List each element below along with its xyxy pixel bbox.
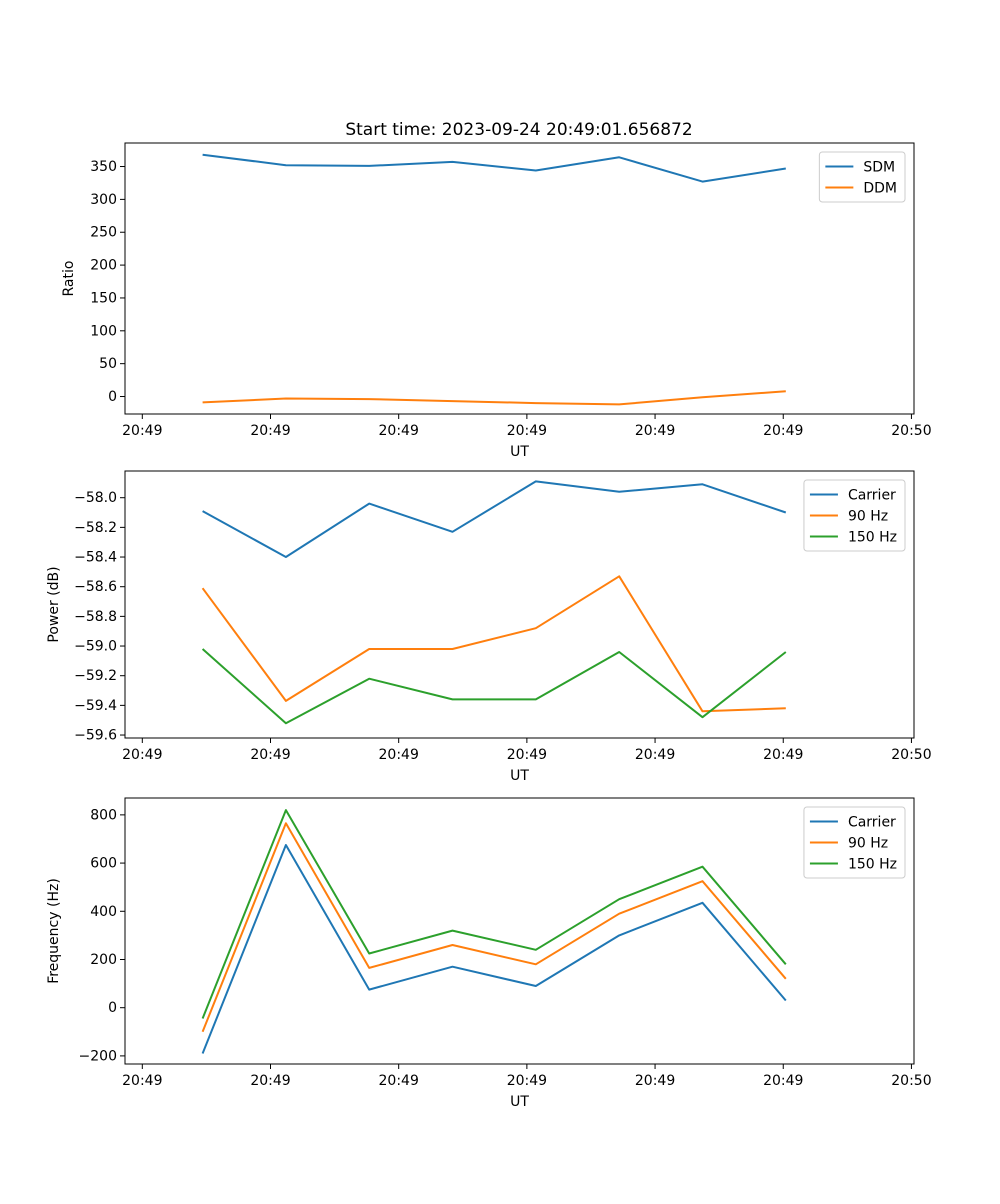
y-tick-label: −59.0 xyxy=(74,639,117,655)
y-tick-label: 100 xyxy=(90,323,117,339)
y-tick-label: −58.8 xyxy=(74,609,117,625)
y-tick-label: 200 xyxy=(90,258,117,274)
y-tick-label: −58.2 xyxy=(74,520,117,536)
y-tick-label: 0 xyxy=(108,1000,117,1016)
x-tick-label: 20:49 xyxy=(635,423,675,439)
y-tick-label: 600 xyxy=(90,856,117,872)
axes-spines xyxy=(124,797,915,1065)
legend-label: DDM xyxy=(863,180,897,196)
x-tick-label: 20:49 xyxy=(122,423,162,439)
y-tick-label: −58.0 xyxy=(74,490,117,506)
y-tick-label: −58.4 xyxy=(74,550,117,566)
series-line-150-hz xyxy=(201,648,787,725)
x-tick-label: 20:50 xyxy=(891,423,931,439)
legend-label: 150 Hz xyxy=(848,856,897,872)
frequency-plot: 20:49 20:49 20:49 20:49 20:49 20:49 20:50 −200 0… xyxy=(46,797,932,1110)
legend-label: 90 Hz xyxy=(848,508,888,524)
x-tick-label: 20:49 xyxy=(250,1073,290,1089)
y-tick-label: −59.4 xyxy=(74,698,117,714)
x-tick-label: 20:50 xyxy=(891,747,931,763)
y-tick-label: 250 xyxy=(90,225,117,241)
y-tick-label: 400 xyxy=(90,904,117,920)
y-axis-label: Ratio xyxy=(61,261,77,297)
ratio-plot: 20:49 20:49 20:49 20:49 20:49 20:49 20:50 0 50 10… xyxy=(61,142,932,460)
y-axis-label: Frequency (Hz) xyxy=(46,878,62,984)
y-tick-label: 0 xyxy=(108,389,117,405)
y-tick-label: 800 xyxy=(90,807,117,823)
legend-label: SDM xyxy=(863,159,895,175)
x-tick-label: 20:50 xyxy=(891,1073,931,1089)
legend-label: Carrier xyxy=(848,487,896,503)
series-line-carrier xyxy=(201,844,787,1054)
series-line-150-hz xyxy=(201,809,787,1019)
x-axis-label: UT xyxy=(510,768,529,784)
legend-label: Carrier xyxy=(848,814,896,830)
series-line-90-hz xyxy=(201,575,786,713)
legend: Carrier 90 Hz 150 Hz xyxy=(803,806,906,879)
legend-box xyxy=(803,806,906,879)
y-tick-label: −200 xyxy=(79,1048,117,1064)
x-tick-label: 20:49 xyxy=(635,1073,675,1089)
x-axis-label: UT xyxy=(510,1094,529,1110)
y-tick-label: 150 xyxy=(90,290,117,306)
x-tick-label: 20:49 xyxy=(635,747,675,763)
legend-label: 90 Hz xyxy=(848,835,888,851)
x-tick-label: 20:49 xyxy=(507,1073,547,1089)
legend-box xyxy=(818,151,906,203)
series-line-ddm xyxy=(202,390,786,406)
series-line-90-hz xyxy=(201,822,787,1033)
axes-spines xyxy=(124,142,915,415)
legend-label: 150 Hz xyxy=(848,529,897,545)
x-tick-label: 20:49 xyxy=(250,747,290,763)
power-plot: 20:49 20:49 20:49 20:49 20:49 20:49 20:50 −58.0… xyxy=(46,470,932,784)
y-tick-label: 350 xyxy=(90,159,117,175)
series-line-sdm xyxy=(202,153,786,183)
x-tick-label: 20:49 xyxy=(379,747,419,763)
y-tick-label: −59.6 xyxy=(74,728,117,744)
x-tick-label: 20:49 xyxy=(507,747,547,763)
x-tick-label: 20:49 xyxy=(379,423,419,439)
x-tick-label: 20:49 xyxy=(250,423,290,439)
y-tick-label: 200 xyxy=(90,952,117,968)
x-tick-label: 20:49 xyxy=(122,1073,162,1089)
series-line-carrier xyxy=(202,480,787,558)
x-tick-label: 20:49 xyxy=(763,1073,803,1089)
axes-spines xyxy=(124,470,915,739)
figure-title: Start time: 2023-09-24 20:49:01.656872 xyxy=(345,120,692,140)
legend: Carrier 90 Hz 150 Hz xyxy=(803,479,906,552)
x-axis-label: UT xyxy=(510,444,529,460)
legend-box xyxy=(803,479,906,552)
y-axis-label: Power (dB) xyxy=(46,566,62,642)
x-tick-label: 20:49 xyxy=(763,747,803,763)
x-tick-label: 20:49 xyxy=(507,423,547,439)
x-tick-label: 20:49 xyxy=(763,423,803,439)
y-tick-label: −58.6 xyxy=(74,579,117,595)
legend: SDM DDM xyxy=(818,151,906,203)
x-tick-label: 20:49 xyxy=(379,1073,419,1089)
x-tick-label: 20:49 xyxy=(122,747,162,763)
plots-group: 20:49 20:49 20:49 20:49 20:49 20:49 20:50 0 50 10… xyxy=(46,142,932,1110)
y-tick-label: 50 xyxy=(99,356,117,372)
y-tick-label: 300 xyxy=(90,192,117,208)
y-tick-label: −59.2 xyxy=(74,668,117,684)
